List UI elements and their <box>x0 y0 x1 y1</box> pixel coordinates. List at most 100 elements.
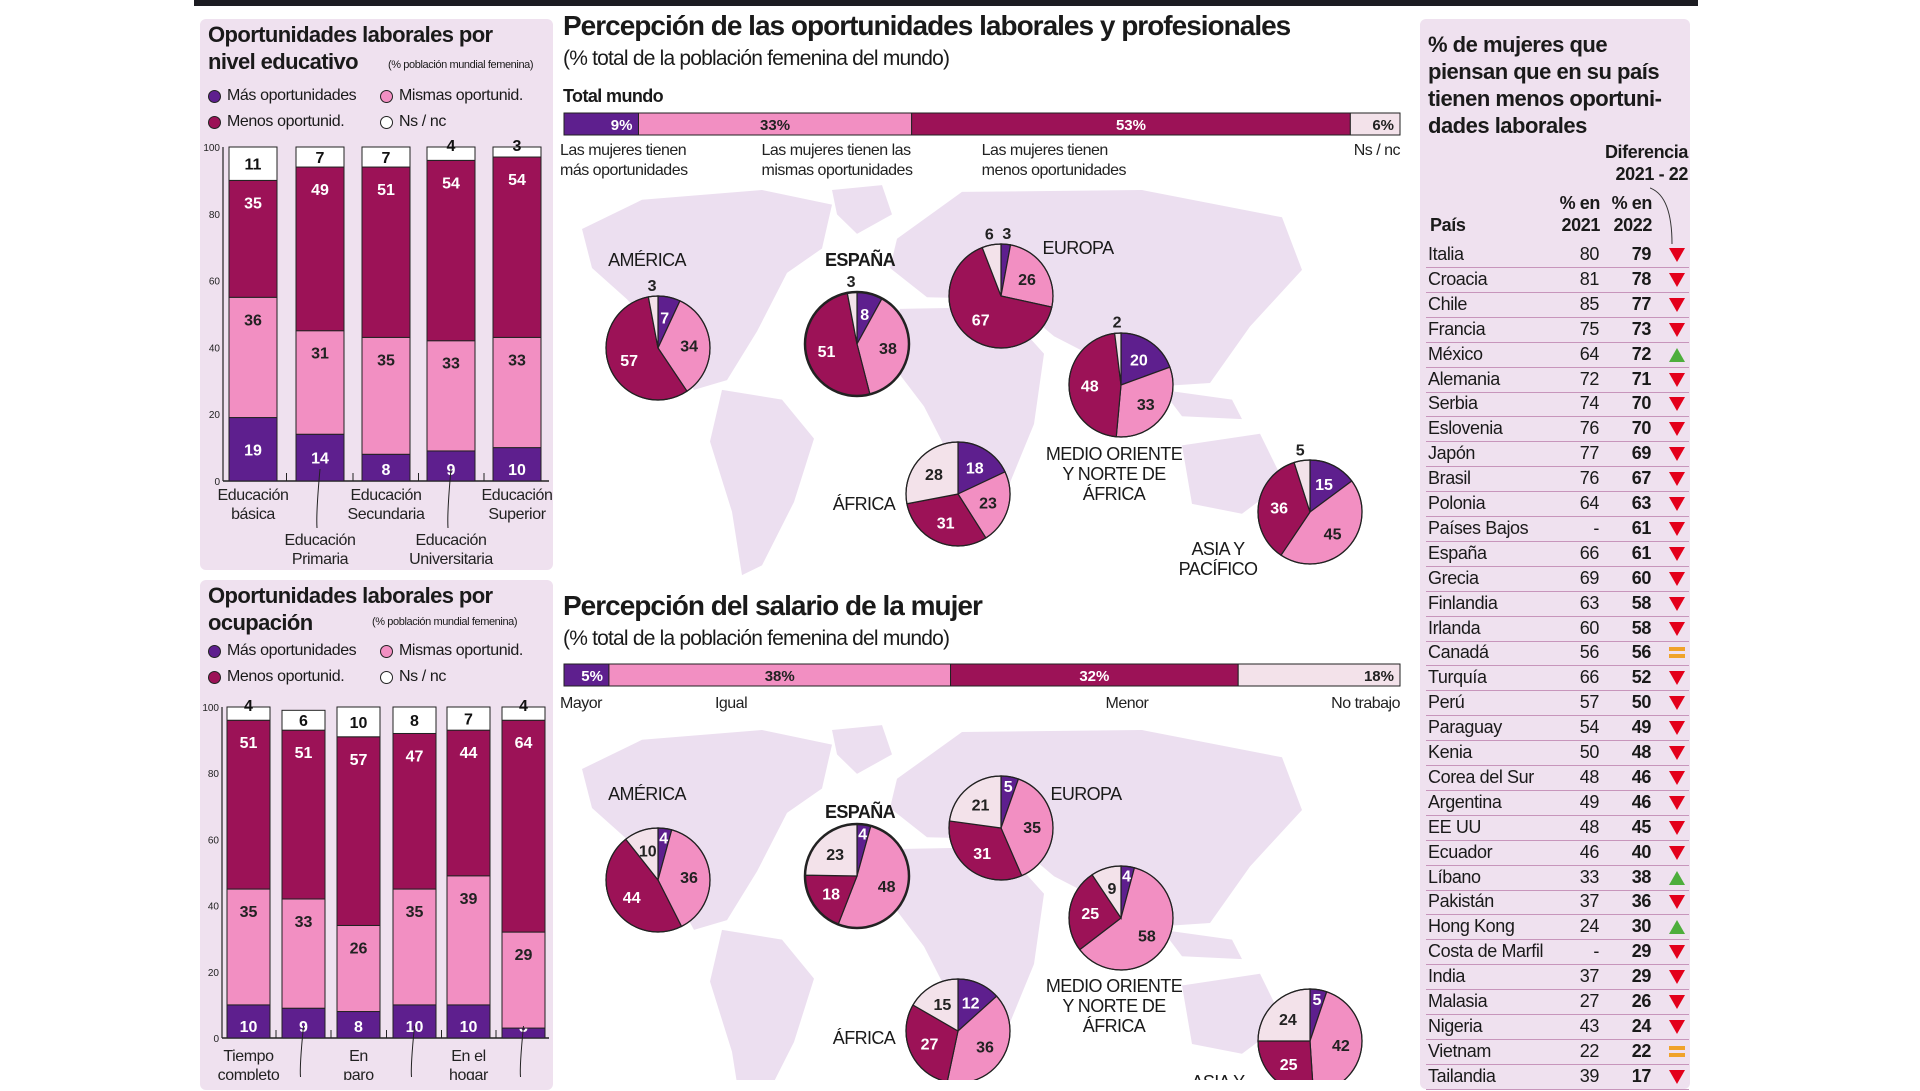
value-2021: 49 <box>1579 791 1600 812</box>
bar-value-label: 51 <box>295 745 313 762</box>
pie-value-label: 23 <box>979 496 997 513</box>
category-label: Educación <box>350 487 421 504</box>
table-row: Canadá 56 56 <box>1426 640 1689 667</box>
value-2021: 64 <box>1579 493 1600 513</box>
category-label: Superior <box>488 506 546 523</box>
bar-segment <box>361 146 411 168</box>
total-bar-value: 53% <box>1116 117 1146 134</box>
bar-segment <box>361 453 411 482</box>
total-bar-caption: Igual <box>715 695 747 712</box>
pie-value-label: 58 <box>1138 928 1156 945</box>
value-2022: 72 <box>1631 343 1652 364</box>
pie-outline <box>803 822 911 930</box>
bar-segment <box>226 888 271 1006</box>
region-label: MEDIO ORIENTE <box>1046 976 1183 996</box>
table-row: Polonia 64 63 <box>1426 491 1689 517</box>
trend-down-icon <box>1669 621 1685 636</box>
value-2022: 48 <box>1631 742 1652 762</box>
pie-value-label: 26 <box>1018 272 1036 289</box>
trend-down-icon <box>1669 472 1685 487</box>
salary-title: Percepción del salario de la mujer <box>563 590 983 621</box>
table-row: Kenia 50 48 <box>1426 740 1689 766</box>
region-label: AMÉRICA <box>608 250 686 270</box>
table-row: Pakistán 37 36 <box>1426 889 1689 916</box>
value-2021: 54 <box>1579 717 1600 738</box>
bar-value-label: 44 <box>460 745 478 762</box>
bar-value-label: 29 <box>515 947 533 964</box>
trend-indicator <box>1667 395 1687 413</box>
value-2021: 37 <box>1579 966 1600 987</box>
region-label: ASIA Y <box>1191 539 1245 559</box>
trend-down-icon <box>1669 895 1685 910</box>
region-label: Y NORTE DE <box>1062 464 1166 484</box>
trend-down-icon <box>1669 596 1685 611</box>
category-label: completo <box>218 1067 280 1080</box>
chart-legend: Más oportunidades Mismas oportunid. Meno… <box>208 87 548 137</box>
value-2022: 30 <box>1631 916 1652 937</box>
region-label: PACÍFICO <box>1179 559 1258 579</box>
trend-down-icon <box>1669 995 1685 1009</box>
country-name: Vietnam <box>1428 1040 1491 1061</box>
value-2021: 85 <box>1579 293 1600 314</box>
pie-value-label: 36 <box>680 870 698 887</box>
table-row: Brasil 76 67 <box>1426 466 1689 493</box>
y-tick-label: 0 <box>214 477 220 488</box>
bar-value-label: 33 <box>295 914 313 931</box>
bar-value-label: 51 <box>240 735 258 752</box>
country-name: Ecuador <box>1428 841 1493 862</box>
total-bar-caption: Menor <box>1106 695 1150 712</box>
y-tick-label: 100 <box>202 703 219 714</box>
table-row: Francia 75 73 <box>1426 317 1689 343</box>
legend-swatch <box>208 670 221 684</box>
bar-segment <box>228 296 278 419</box>
bar-value-label: 19 <box>244 442 262 459</box>
bar-segment <box>226 1004 271 1039</box>
pie-value-label: 18 <box>822 886 840 903</box>
table-row: Países Bajos - 61 <box>1426 516 1689 542</box>
map-indonesia <box>1162 929 1242 960</box>
table-row: Malasia 27 26 <box>1426 989 1689 1015</box>
bar-segment <box>492 156 542 338</box>
pie-value-label: 9 <box>1107 881 1116 898</box>
pie-outline <box>1068 865 1174 971</box>
bar-segment <box>226 719 271 890</box>
total-bar-value: 32% <box>1079 668 1109 685</box>
trend-down-icon <box>1669 521 1685 536</box>
col-header-line: % en <box>1559 193 1601 213</box>
panel-title: Oportunidades laborales por <box>208 22 493 47</box>
country-name: Países Bajos <box>1428 517 1529 538</box>
trend-down-icon <box>1669 770 1685 785</box>
bar-value-label: 4 <box>244 698 253 715</box>
country-name: Líbano <box>1428 866 1481 887</box>
table-row: Hong Kong 24 30 <box>1426 914 1689 941</box>
pie-value-label: 57 <box>620 353 638 370</box>
bar-value-label: 35 <box>377 352 395 369</box>
trend-indicator <box>1667 844 1687 862</box>
pie-outline <box>1068 332 1174 438</box>
pie-value-label: 8 <box>860 307 869 324</box>
bar-segment <box>426 340 476 452</box>
legend-swatch <box>380 670 393 684</box>
value-2022: 61 <box>1631 517 1652 538</box>
country-name: Alemania <box>1428 368 1500 389</box>
country-name: Brasil <box>1428 468 1471 489</box>
trend-indicator <box>1667 570 1687 588</box>
value-2021: 46 <box>1579 841 1600 862</box>
label-leader-line <box>519 1025 524 1078</box>
value-2022: 24 <box>1631 1015 1652 1036</box>
pie-value-label: 12 <box>962 995 980 1012</box>
pie-value-label: 36 <box>976 1040 994 1057</box>
pie-value-label: 31 <box>973 846 991 863</box>
trend-indicator <box>1667 246 1687 264</box>
legend-item-ns: Ns / nc <box>380 113 446 131</box>
trend-indicator <box>1667 620 1687 638</box>
total-bar-value: 9% <box>611 117 633 134</box>
table-row: Vietnam 22 22 <box>1426 1039 1689 1065</box>
trend-down-icon <box>1669 1019 1685 1034</box>
country-name: Turquía <box>1428 667 1487 688</box>
value-2021: 33 <box>1579 866 1600 887</box>
map-greenland <box>832 185 892 234</box>
table-title-line: % de mujeres que <box>1428 32 1608 57</box>
trend-down-icon <box>1669 272 1685 287</box>
value-2021: 43 <box>1579 1015 1600 1036</box>
